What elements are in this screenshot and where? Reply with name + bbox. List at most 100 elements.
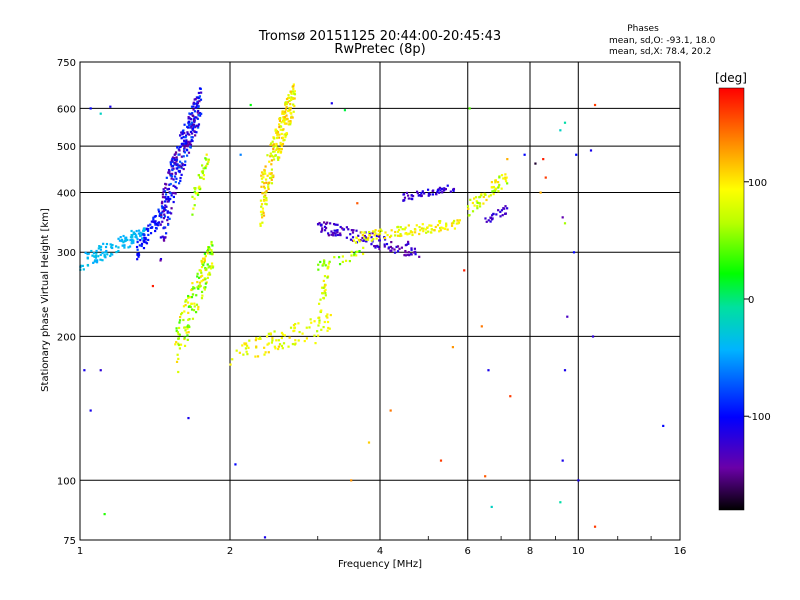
data-point	[327, 326, 330, 330]
data-point	[368, 230, 371, 234]
data-point	[368, 234, 371, 237]
data-point	[199, 176, 202, 179]
data-point	[323, 225, 327, 228]
data-point	[178, 166, 181, 169]
data-point	[539, 191, 542, 194]
data-point	[92, 252, 96, 255]
data-point	[327, 232, 330, 235]
data-point	[160, 213, 163, 216]
data-point	[492, 192, 495, 196]
data-point	[328, 260, 331, 263]
data-point	[248, 339, 251, 342]
data-point	[345, 236, 348, 239]
data-point	[287, 120, 290, 123]
data-point	[164, 193, 168, 196]
data-point	[566, 315, 569, 318]
data-point	[198, 276, 201, 279]
data-point	[198, 100, 201, 103]
x-tick-label: 1	[77, 546, 83, 557]
data-point	[329, 313, 332, 317]
data-point	[167, 198, 171, 201]
data-point	[494, 179, 497, 182]
data-point	[255, 345, 258, 348]
data-point	[267, 181, 270, 185]
data-point	[404, 251, 407, 254]
data-point	[208, 246, 211, 249]
data-point	[166, 210, 169, 213]
data-point	[197, 91, 200, 95]
data-point	[285, 106, 288, 109]
data-point	[171, 164, 174, 168]
data-point	[282, 139, 285, 142]
data-point	[398, 247, 401, 250]
data-point	[383, 243, 386, 246]
data-point	[185, 134, 188, 137]
data-point	[489, 220, 492, 223]
data-point	[257, 337, 260, 341]
data-point	[480, 325, 483, 328]
data-point	[192, 127, 195, 130]
data-point	[272, 147, 275, 150]
data-point	[200, 112, 203, 115]
data-point	[418, 255, 421, 258]
data-point	[291, 90, 294, 93]
data-point	[79, 264, 82, 267]
data-point	[288, 99, 291, 103]
data-point	[589, 149, 593, 152]
data-point	[114, 245, 118, 248]
data-point	[178, 333, 181, 336]
data-point	[275, 143, 278, 146]
data-point	[441, 191, 444, 194]
data-point	[194, 188, 197, 191]
data-point	[415, 190, 419, 193]
data-point	[194, 116, 197, 119]
data-point	[391, 247, 394, 250]
data-point	[319, 260, 322, 264]
data-point	[259, 224, 262, 227]
data-point	[411, 198, 414, 201]
data-point	[94, 254, 97, 258]
data-point	[281, 136, 284, 139]
data-point	[102, 242, 105, 245]
data-point	[331, 232, 335, 235]
data-point	[180, 131, 183, 134]
data-point	[453, 227, 457, 230]
data-point	[334, 232, 337, 235]
data-point	[165, 176, 168, 179]
data-point	[323, 221, 326, 224]
data-point	[367, 236, 370, 239]
data-point	[179, 315, 182, 319]
data-point	[457, 222, 460, 225]
data-point	[203, 252, 207, 255]
data-point	[177, 370, 180, 374]
data-point	[210, 262, 214, 265]
data-point	[186, 327, 189, 330]
data-point	[188, 325, 191, 329]
data-point	[289, 106, 292, 110]
data-point	[269, 152, 272, 155]
data-point	[420, 227, 423, 230]
data-point	[129, 239, 132, 242]
data-point	[202, 174, 206, 177]
data-point	[265, 199, 268, 202]
data-point	[350, 229, 353, 232]
data-point	[283, 122, 286, 125]
data-point	[396, 250, 400, 253]
data-point	[318, 221, 321, 225]
data-point	[276, 156, 280, 159]
data-point	[175, 329, 178, 333]
data-point	[174, 152, 177, 156]
data-point	[293, 104, 296, 108]
data-point	[160, 216, 163, 219]
data-point	[347, 228, 350, 231]
data-point	[184, 299, 188, 302]
y-tick-label: 300	[57, 248, 76, 259]
data-point	[420, 191, 423, 195]
data-point	[339, 225, 342, 229]
data-point	[439, 220, 442, 223]
data-point	[292, 85, 295, 88]
data-point	[201, 164, 204, 167]
data-point	[563, 222, 567, 225]
data-point	[157, 208, 160, 211]
data-point	[267, 187, 270, 191]
